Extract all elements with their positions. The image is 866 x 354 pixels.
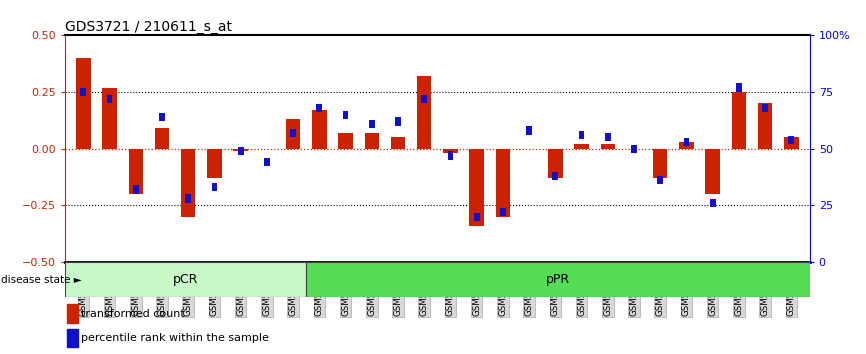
Bar [185,194,191,202]
Bar [102,87,117,149]
Bar [343,110,348,119]
Bar [307,262,810,297]
Bar [422,95,427,103]
Bar [286,119,301,149]
Bar [211,183,217,191]
Bar [65,262,307,297]
Bar [631,144,637,153]
Bar [155,128,169,149]
Bar [81,88,87,96]
Text: pCR: pCR [173,273,198,286]
Bar [710,199,715,207]
Bar [527,126,532,135]
Bar [238,147,243,155]
Bar [758,103,772,149]
Bar [76,58,91,149]
Bar [339,133,352,149]
Bar [264,158,269,166]
Bar [495,149,510,217]
Bar [395,118,401,126]
Bar [234,149,248,151]
Bar [207,149,222,178]
Bar [784,137,798,149]
Bar [443,149,457,153]
Bar [788,136,794,144]
Bar [68,329,78,348]
Bar [679,142,694,149]
Bar [553,172,559,180]
Bar [316,104,322,112]
Text: GDS3721 / 210611_s_at: GDS3721 / 210611_s_at [65,21,232,34]
Bar [732,92,746,149]
Bar [601,144,615,149]
Text: disease state ►: disease state ► [1,275,81,285]
Bar [365,133,379,149]
Bar [312,110,326,149]
Bar [578,131,585,139]
Bar [736,84,742,92]
Bar [448,152,453,160]
Text: pPR: pPR [546,273,570,286]
Bar [68,304,78,323]
Bar [548,149,563,178]
Bar [474,212,480,221]
Bar [159,113,165,121]
Bar [500,208,506,216]
Bar [107,95,113,103]
Bar [417,76,431,149]
Bar [391,137,405,149]
Bar [653,149,668,178]
Bar [657,176,663,184]
Bar [128,149,143,194]
Bar [181,149,196,217]
Bar [604,133,611,142]
Bar [469,149,484,226]
Bar [706,149,720,194]
Text: transformed count: transformed count [81,309,185,319]
Bar [683,138,689,146]
Bar [762,104,768,112]
Bar [290,129,296,137]
Bar [132,185,139,194]
Text: percentile rank within the sample: percentile rank within the sample [81,333,269,343]
Bar [574,144,589,149]
Bar [369,120,375,128]
